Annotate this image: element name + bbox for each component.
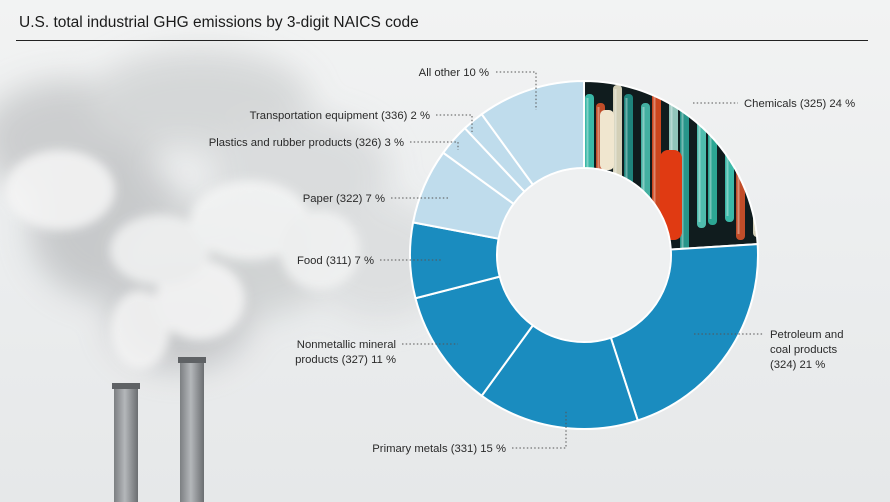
donut-slice xyxy=(583,79,759,251)
chart-title: U.S. total industrial GHG emissions by 3… xyxy=(19,14,419,31)
slice-label: Paper (322) 7 % xyxy=(303,193,385,205)
slice-label: Petroleum and coal products (324) 21 % xyxy=(770,329,843,371)
leader-line xyxy=(436,114,473,132)
slice-label: Nonmetallic mineral products (327) 11 % xyxy=(295,339,396,366)
slice-label: Transportation equipment (336) 2 % xyxy=(250,110,430,122)
slice-label: Chemicals (325) 24 % xyxy=(744,98,855,110)
donut-slice xyxy=(480,79,585,187)
slice-label: Plastics and rubber products (326) 3 % xyxy=(209,137,404,149)
slice-label: Primary metals (331) 15 % xyxy=(372,443,506,455)
title-bar: U.S. total industrial GHG emissions by 3… xyxy=(16,0,868,41)
donut-hole xyxy=(498,169,670,341)
slice-label: All other 10 % xyxy=(419,67,489,79)
donut-slice xyxy=(609,243,759,422)
slice-label: Food (311) 7 % xyxy=(297,255,374,267)
leader-line xyxy=(410,141,459,150)
